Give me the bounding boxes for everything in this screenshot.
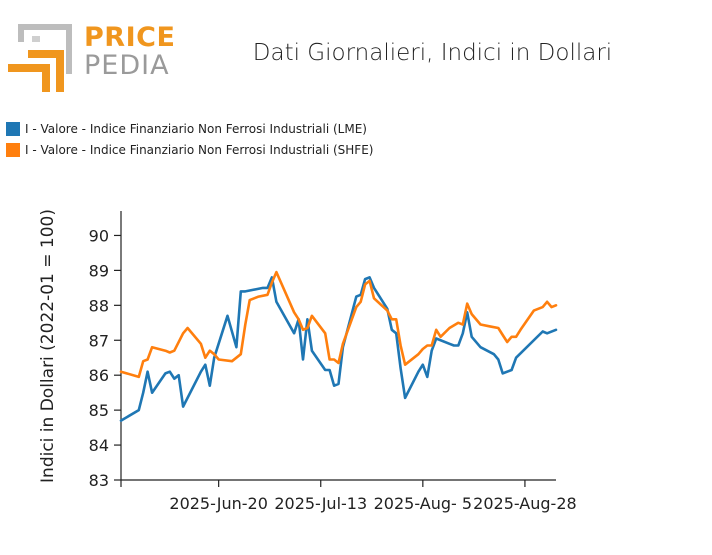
legend-label-shfe: I - Valore - Indice Finanziario Non Ferr…: [25, 142, 374, 157]
series-line-lme: [119, 276, 558, 422]
legend-label-lme: I - Valore - Indice Finanziario Non Ferr…: [25, 121, 367, 136]
x-tick-label: 2025-Jul-13: [274, 494, 367, 513]
series-line-shfe: [119, 270, 558, 379]
logo-brand-bottom: PEDIA: [84, 50, 170, 81]
y-tick-label: 90: [89, 226, 109, 245]
y-tick-label: 85: [89, 401, 109, 420]
legend-swatch-lme: [6, 121, 20, 136]
y-tick-label: 84: [89, 436, 109, 455]
y-tick-label: 89: [89, 261, 109, 280]
chart-axes: 83 84 85 86 87 88 89 90 2025-Jun-20 2025-Jul-13 20…: [89, 211, 577, 513]
legend-swatch-shfe: [6, 142, 20, 157]
y-tick-label: 88: [89, 296, 109, 315]
logo-mark-icon: [8, 24, 72, 92]
pricepedia-logo: PRICE PEDIA: [6, 22, 175, 94]
logo-brand-top: PRICE: [84, 22, 176, 53]
x-tick-label: 2025-Aug- 5: [374, 494, 472, 513]
x-tick-label: 2025-Jun-20: [169, 494, 268, 513]
y-tick-label: 86: [89, 366, 109, 385]
y-axis-label: Indici in Dollari (2022-01 = 100): [38, 209, 58, 483]
legend-item-lme[interactable]: I - Valore - Indice Finanziario Non Ferr…: [6, 118, 373, 139]
legend-item-shfe[interactable]: I - Valore - Indice Finanziario Non Ferr…: [6, 139, 373, 160]
y-tick-label: 87: [89, 331, 109, 350]
chart-legend: I - Valore - Indice Finanziario Non Ferr…: [6, 118, 373, 160]
x-tick-label: 2025-Aug-28: [473, 494, 577, 513]
chart-title: Dati Giornalieri, Indici in Dollari: [252, 40, 613, 66]
y-tick-label: 83: [89, 471, 109, 490]
chart-series-layer: [119, 270, 558, 422]
